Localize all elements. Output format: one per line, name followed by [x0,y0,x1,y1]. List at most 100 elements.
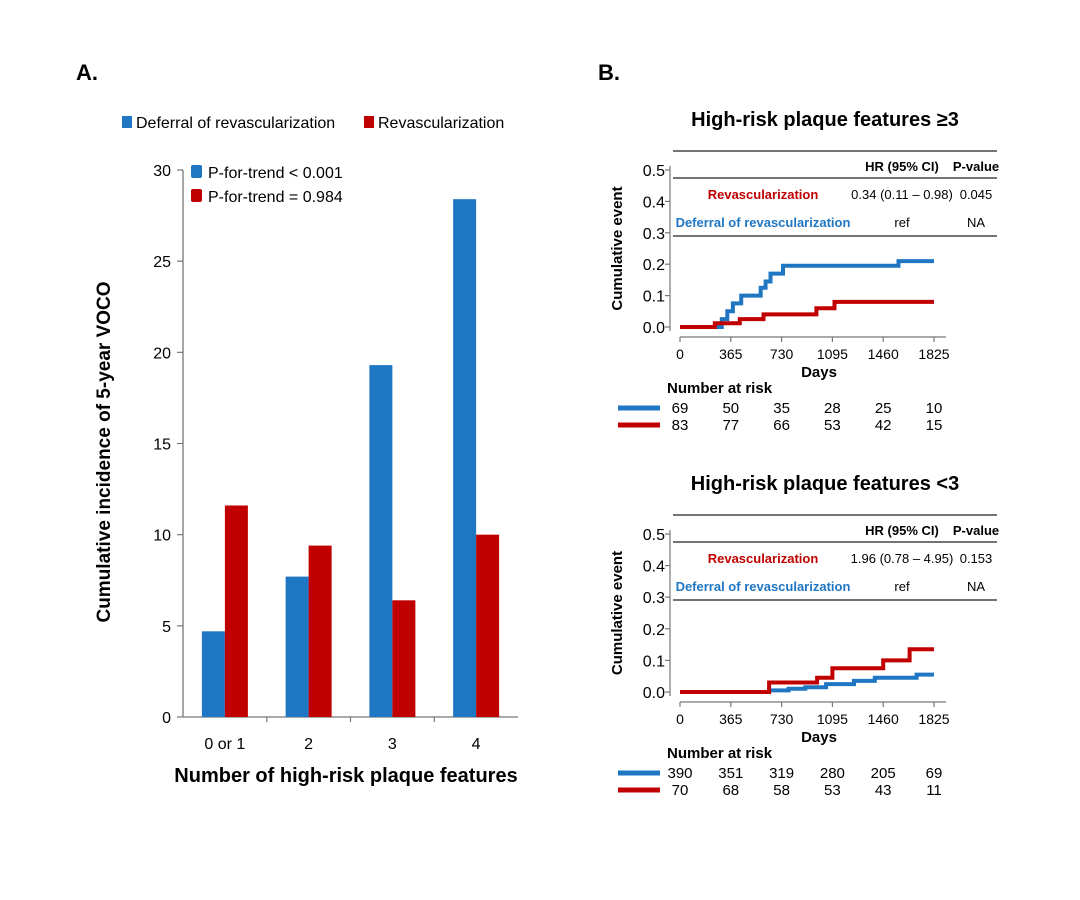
km-x-tick-label: 730 [770,711,794,727]
bar-y-axis-title: Cumulative incidence of 5-year VOCO [94,281,115,622]
km-x-tick-label: 365 [719,346,743,362]
trend-swatch-blue [191,165,202,178]
at-risk-value: 58 [773,782,790,799]
km-y-axis-title: Cumulative event [609,186,626,310]
legend-swatch-deferral [122,116,132,128]
km-x-tick-label: 0 [676,711,684,727]
bar-y-tick-label: 30 [153,163,171,180]
table-row-hr: ref [894,579,910,594]
panel-a: A. Deferral of revascularization Revascu… [76,60,518,787]
bar-x-ticks: 0 or 1 2 3 4 [204,717,481,753]
table-row-group: Deferral of revascularization [676,579,851,594]
table-row-group: Revascularization [708,187,819,202]
bar-deferral [285,576,309,717]
km-x-tick-label: 1095 [817,346,848,362]
km-y-tick-label: 0.0 [643,320,665,337]
km-plot-high-risk-ge3: High-risk plaque features ≥3 HR (95% CI) P… [609,109,999,434]
panel-b: B. [598,60,620,85]
table-header-hr: HR (95% CI) [865,159,939,174]
bar-revasc [392,600,416,717]
km-x-tick-label: 365 [719,711,743,727]
at-risk-value: 66 [773,417,790,434]
km-x-tick-label: 1095 [817,711,848,727]
table-row-hr: 1.96 (0.78 – 4.95) [851,551,954,566]
at-risk-value: 68 [722,782,739,799]
at-risk-value: 77 [722,417,739,434]
at-risk-value: 280 [820,765,845,782]
trend-swatch-red [191,189,202,202]
km-plot-high-risk-lt3: High-risk plaque features <3 HR (95% CI) P… [609,473,999,799]
legend-label-revasc: Revascularization [378,115,504,132]
km-y-tick-label: 0.2 [643,622,665,639]
trend-label-red: P-for-trend = 0.984 [208,189,343,206]
table-row-p: NA [967,215,985,230]
at-risk-value: 42 [875,417,892,434]
km-y-tick-label: 0.4 [643,559,665,576]
km-y-tick-label: 0.5 [643,163,665,180]
table-row-hr: ref [894,215,910,230]
km-y-axis-title: Cumulative event [609,551,626,675]
at-risk-value: 70 [672,782,689,799]
km-y-tick-label: 0.1 [643,653,665,670]
table-row-p: 0.045 [960,187,993,202]
km-curve-revasc [680,647,934,694]
table-header-p: P-value [953,523,999,538]
bar-x-axis-title: Number of high-risk plaque features [174,765,517,787]
at-risk-value: 25 [875,400,892,417]
table-header-p: P-value [953,159,999,174]
at-risk-value: 69 [672,400,689,417]
bar-revasc [476,534,500,717]
km-title: High-risk plaque features ≥3 [691,109,959,131]
km-y-tick-label: 0.3 [643,226,665,243]
at-risk-value: 28 [824,400,841,417]
bar-y-tick-label: 15 [153,437,171,454]
bar-deferral [369,365,393,717]
km-y-tick-label: 0.4 [643,194,665,211]
at-risk-value: 15 [926,417,943,434]
at-risk-value: 69 [926,765,943,782]
bar-deferral [201,631,225,717]
at-risk-value: 83 [672,417,689,434]
at-risk-value: 10 [926,400,943,417]
bar-revasc [308,545,332,717]
km-x-tick-label: 1460 [868,346,899,362]
trend-label-blue: P-for-trend < 0.001 [208,165,343,182]
bar-y-tick-label: 10 [153,528,171,545]
at-risk-value: 50 [722,400,739,417]
at-risk-value: 43 [875,782,892,799]
at-risk-value: 390 [667,765,692,782]
km-y-tick-label: 0.5 [643,527,665,544]
bar-revasc [224,505,248,717]
bar-deferral [453,199,477,717]
km-x-tick-label: 1825 [918,346,949,362]
km-curve-deferral [680,259,934,329]
km-x-tick-label: 1825 [918,711,949,727]
table-row-p: 0.153 [960,551,993,566]
at-risk-value: 53 [824,782,841,799]
bar-y-tick-label: 5 [162,619,171,636]
km-x-tick-label: 0 [676,346,684,362]
at-risk-value: 11 [926,782,942,799]
bar-x-tick-label: 3 [388,736,397,753]
table-header-hr: HR (95% CI) [865,523,939,538]
table-row-hr: 0.34 (0.11 – 0.98) [851,187,953,202]
km-y-tick-label: 0.2 [643,257,665,274]
at-risk-heading: Number at risk [667,380,773,397]
km-x-axis-title: Days [801,364,837,381]
bar-x-tick-label: 4 [472,736,481,753]
at-risk-value: 319 [769,765,794,782]
at-risk-value: 35 [773,400,790,417]
km-x-tick-label: 730 [770,346,794,362]
bar-y-tick-label: 25 [153,254,171,271]
km-x-axis-title: Days [801,729,837,746]
km-curve-deferral [680,672,934,694]
km-title: High-risk plaque features <3 [691,473,959,495]
km-curve-revasc [680,299,934,329]
panel-b-label: B. [598,60,620,85]
legend-swatch-revasc [364,116,374,128]
at-risk-value: 53 [824,417,841,434]
at-risk-value: 351 [718,765,743,782]
table-row-p: NA [967,579,985,594]
km-x-tick-label: 1460 [868,711,899,727]
table-row-group: Deferral of revascularization [676,215,851,230]
